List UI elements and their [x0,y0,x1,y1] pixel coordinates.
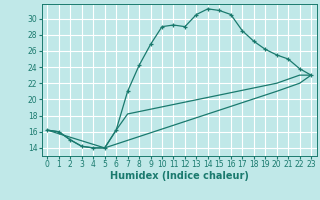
X-axis label: Humidex (Indice chaleur): Humidex (Indice chaleur) [110,171,249,181]
